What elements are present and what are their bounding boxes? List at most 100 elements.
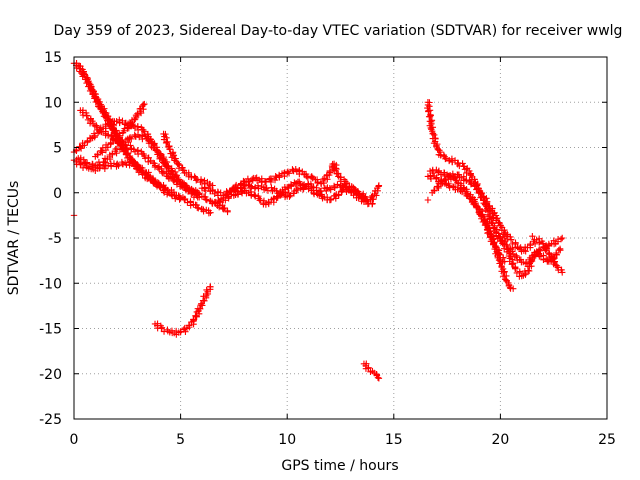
data-point [220, 205, 227, 213]
data-point [124, 150, 131, 157]
data-point [175, 160, 182, 167]
data-point [559, 269, 566, 276]
data-point [183, 182, 190, 189]
data-point [354, 188, 362, 195]
data-point [107, 140, 114, 148]
data-point [128, 135, 135, 143]
data-point [483, 198, 491, 206]
data-point [369, 200, 376, 207]
data-point [288, 183, 295, 190]
y-tick-label: -25 [39, 412, 62, 428]
data-point [129, 159, 136, 166]
data-point [490, 239, 497, 247]
data-point [508, 261, 516, 268]
data-point [430, 187, 438, 195]
data-point [155, 180, 162, 187]
data-point [375, 375, 383, 382]
data-point [94, 151, 101, 159]
data-point [556, 245, 564, 253]
data-point [174, 177, 181, 184]
data-point [245, 189, 252, 197]
data-point [493, 226, 501, 233]
data-point [543, 245, 551, 253]
data-point [84, 139, 91, 146]
data-point [139, 168, 147, 175]
data-point [119, 129, 127, 136]
data-point [484, 211, 492, 219]
data-point [81, 142, 88, 149]
data-point [445, 180, 452, 187]
data-point [96, 161, 104, 168]
data-point [467, 172, 475, 179]
data-point [209, 186, 217, 194]
data-point [493, 215, 500, 222]
y-tick-label: 0 [53, 186, 62, 202]
data-point [237, 181, 245, 189]
data-point [302, 170, 310, 178]
data-point [240, 177, 247, 185]
data-point [513, 252, 520, 260]
data-point [491, 209, 498, 216]
data-point [171, 191, 178, 199]
data-point [89, 163, 96, 171]
y-tick-label: 10 [44, 95, 62, 111]
y-tick-label: -20 [39, 367, 62, 383]
data-point [331, 184, 338, 192]
data-point [428, 120, 435, 128]
data-point [448, 158, 456, 166]
data-point [424, 196, 432, 204]
data-point [169, 174, 177, 181]
data-point [360, 193, 368, 200]
data-point [194, 189, 201, 196]
data-point [140, 126, 147, 134]
data-point [542, 247, 549, 254]
data-point [192, 174, 199, 182]
data-point [441, 153, 448, 160]
data-point [529, 232, 536, 240]
x-tick-label: 0 [70, 432, 79, 448]
data-point [467, 191, 474, 198]
data-point [212, 200, 219, 207]
data-point [221, 204, 228, 212]
data-point [439, 180, 446, 187]
data-point [356, 191, 363, 198]
data-point [492, 243, 499, 251]
axis-ticks: 0 5 10 15 20 25 -25 -20 -15 -10 -5 0 5 10 15 [39, 50, 616, 448]
data-point [89, 118, 96, 125]
data-point [286, 193, 293, 200]
data-point [497, 222, 505, 230]
data-point [449, 170, 457, 178]
data-point [115, 162, 122, 169]
data-point [185, 322, 193, 329]
data-point [268, 175, 275, 182]
data-point [475, 185, 482, 192]
data-point [496, 233, 503, 241]
data-point [225, 195, 232, 202]
data-point [108, 133, 116, 141]
data-point [102, 159, 109, 166]
data-point [545, 249, 553, 257]
data-point [544, 257, 552, 264]
data-point [338, 188, 345, 195]
y-tick-label: 15 [44, 50, 62, 66]
data-point [336, 174, 344, 181]
data-point [433, 174, 440, 181]
data-point [197, 305, 204, 313]
data-point [224, 207, 231, 215]
x-tick-label: 10 [278, 432, 296, 448]
data-point [177, 194, 184, 202]
data-point [342, 184, 349, 191]
data-point [160, 169, 168, 176]
data-point [192, 312, 199, 320]
data-point [154, 164, 162, 171]
data-point [424, 101, 432, 109]
data-point [528, 263, 535, 270]
chart-title: Day 359 of 2023, Sidereal Day-to-day VTE… [54, 23, 623, 39]
data-point [101, 105, 108, 112]
data-point [193, 188, 201, 196]
data-point [512, 265, 519, 272]
data-point [207, 283, 214, 291]
data-point [557, 235, 565, 243]
data-point [139, 164, 146, 172]
